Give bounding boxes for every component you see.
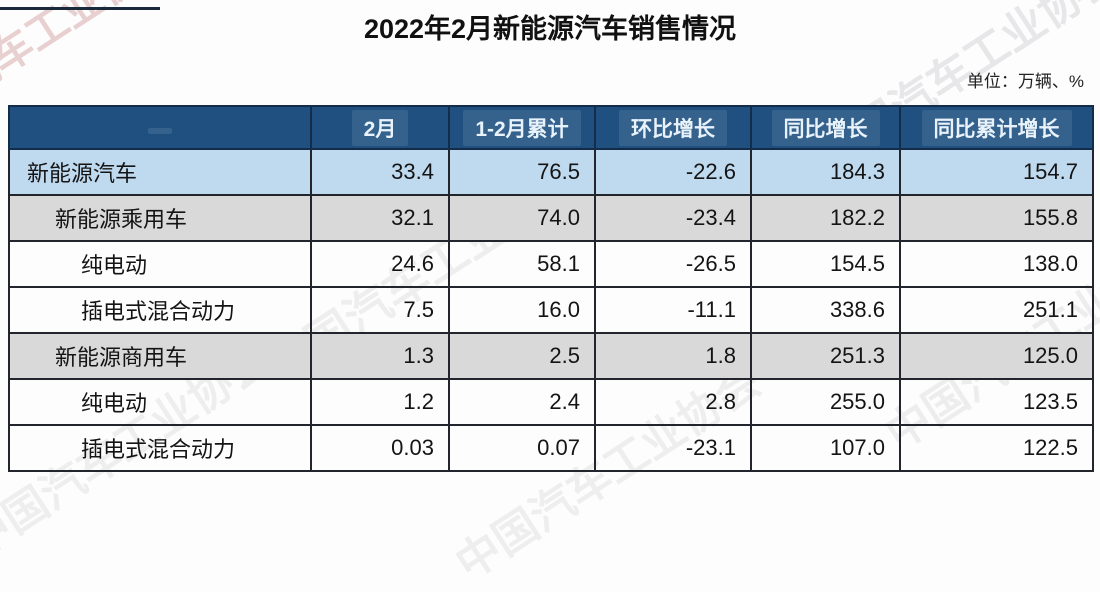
value-cell: -23.4 [594,194,752,242]
table-row: 新能源商用车 1.3 2.5 1.8 251.3 125.0 [8,332,1094,380]
value-cell: 155.8 [899,194,1094,242]
value-cell: 7.5 [310,286,450,334]
value-cell: 2.8 [594,378,752,426]
value-cell: 16.0 [448,286,596,334]
table-row: 纯电动 1.2 2.4 2.8 255.0 123.5 [8,378,1094,426]
table-row: 插电式混合动力 0.03 0.07 -23.1 107.0 122.5 [8,424,1094,472]
header-label: 环比增长 [619,109,727,146]
value-cell: 0.03 [310,424,450,472]
value-cell: 138.0 [899,240,1094,288]
value-cell: 24.6 [310,240,450,288]
table-row: 新能源乘用车 32.1 74.0 -23.4 182.2 155.8 [8,194,1094,242]
table-body: 新能源汽车 33.4 76.5 -22.6 184.3 154.7 新能源乘用车 32.1 74… [8,148,1094,472]
value-cell: -22.6 [594,148,752,196]
value-cell: 255.0 [750,378,901,426]
value-cell: 125.0 [899,332,1094,380]
screenshot-edge-artifact [0,7,160,10]
value-cell: 1.3 [310,332,450,380]
value-cell: -11.1 [594,286,752,334]
header-cell-yoy-cumulative-growth: 同比累计增长 [899,105,1094,150]
value-cell: 2.5 [448,332,596,380]
value-cell: 251.3 [750,332,901,380]
table-row: 新能源汽车 33.4 76.5 -22.6 184.3 154.7 [8,148,1094,196]
value-cell: 32.1 [310,194,450,242]
value-cell: 33.4 [310,148,450,196]
value-cell: 123.5 [899,378,1094,426]
row-label: 插电式混合动力 [8,424,312,472]
value-cell: 251.1 [899,286,1094,334]
row-label: 插电式混合动力 [8,286,312,334]
row-label: 新能源乘用车 [8,194,312,242]
value-cell: 122.5 [899,424,1094,472]
header-cell-category [8,105,312,150]
header-label: 1-2月累计 [463,109,581,146]
header-cell-yoy-growth: 同比增长 [750,105,901,150]
value-cell: 154.7 [899,148,1094,196]
header-cell-mom-growth: 环比增长 [594,105,752,150]
row-label: 新能源汽车 [8,148,312,196]
value-cell: -26.5 [594,240,752,288]
row-label: 新能源商用车 [8,332,312,380]
row-label: 纯电动 [8,240,312,288]
page-title: 2022年2月新能源汽车销售情况 [363,14,737,44]
header-label: 2月 [351,109,409,146]
header-row: 2月 1-2月累计 环比增长 同比增长 同比累计增长 [8,105,1094,150]
value-cell: 58.1 [448,240,596,288]
value-cell: 184.3 [750,148,901,196]
value-cell: 2.4 [448,378,596,426]
table-row: 插电式混合动力 7.5 16.0 -11.1 338.6 251.1 [8,286,1094,334]
value-cell: 1.2 [310,378,450,426]
unit-label: 单位：万辆、% [966,72,1084,91]
header-label: 同比增长 [771,109,880,146]
value-cell: 182.2 [750,194,901,242]
value-cell: 76.5 [448,148,596,196]
nev-sales-table: 2月 1-2月累计 环比增长 同比增长 同比累计增长 新能源汽车 33.4 76.5… [8,105,1094,472]
value-cell: 107.0 [750,424,901,472]
header-cell-feb: 2月 [310,105,450,150]
header-label [148,127,172,134]
header-cell-jan-feb-cumulative: 1-2月累计 [448,105,596,150]
value-cell: 0.07 [448,424,596,472]
value-cell: 74.0 [448,194,596,242]
value-cell: -23.1 [594,424,752,472]
row-label: 纯电动 [8,378,312,426]
value-cell: 1.8 [594,332,752,380]
value-cell: 338.6 [750,286,901,334]
table-row: 纯电动 24.6 58.1 -26.5 154.5 138.0 [8,240,1094,288]
header-label: 同比累计增长 [921,109,1072,146]
value-cell: 154.5 [750,240,901,288]
